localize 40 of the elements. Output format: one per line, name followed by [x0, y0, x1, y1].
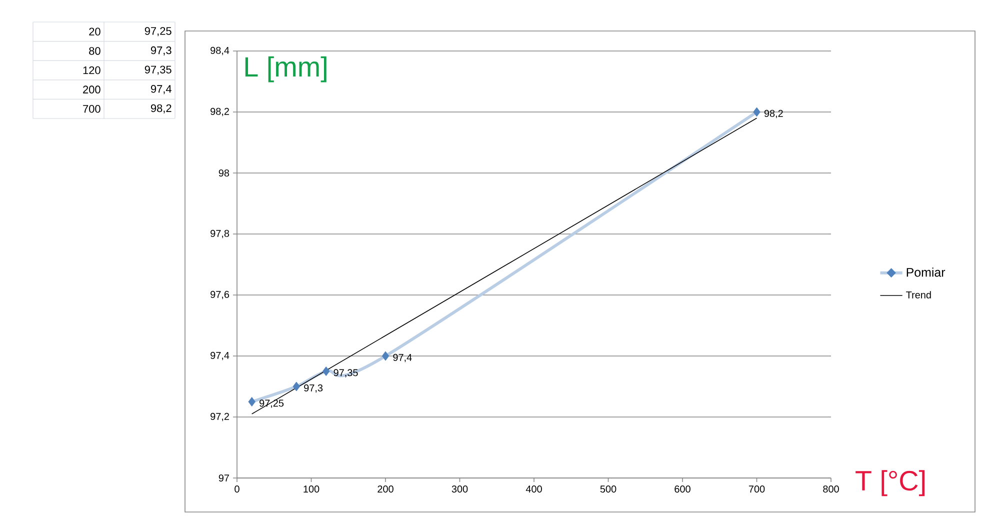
legend-label: Trend [906, 291, 931, 298]
point [382, 351, 390, 361]
legend-label: Pomiar [906, 268, 946, 277]
text: 97,3 [150, 46, 172, 56]
y-tick-label: 97,2 [210, 412, 229, 422]
y-tick-label: 97,6 [210, 290, 230, 300]
text: 200 [83, 86, 100, 94]
text: 97,35 [144, 66, 172, 75]
x-tick-label: 200 [378, 486, 394, 493]
x-tick-label: 100 [304, 486, 320, 493]
y-tick-label: 98,2 [210, 108, 229, 116]
x-tick-label: 300 [452, 486, 468, 493]
text: 120 [83, 66, 100, 74]
data-label: 97,3 [304, 384, 323, 393]
y-tick-label: 98 [218, 169, 230, 177]
x-tick-label: 700 [748, 486, 765, 493]
text: 97,4 [150, 85, 172, 94]
text: 20 [89, 28, 100, 36]
point [292, 382, 300, 392]
text: 700 [83, 104, 100, 113]
y-tick-label: 97 [218, 474, 229, 482]
point [753, 107, 760, 117]
data-label: 98,2 [764, 110, 783, 118]
x-tick-label: 500 [600, 486, 616, 493]
text: 97,25 [144, 27, 172, 36]
x-tick-label: 400 [526, 486, 542, 493]
text: 80 [89, 47, 100, 55]
y-tick-label: 97,4 [210, 352, 230, 360]
x-tick-label: 600 [674, 486, 690, 493]
data-label: 97,4 [393, 354, 412, 362]
x-tick-label: 0 [234, 486, 240, 493]
y-axis-title: L [mm] [245, 56, 326, 82]
y-tick-label: 97,8 [210, 230, 230, 238]
x-tick-label: 800 [823, 486, 839, 493]
point [248, 397, 256, 406]
y-tick-label: 98,4 [210, 46, 230, 56]
text: 98,2 [150, 104, 172, 114]
point [322, 366, 330, 376]
x-axis-title: T [°C] [856, 470, 925, 496]
data-label: 97,35 [334, 369, 358, 378]
